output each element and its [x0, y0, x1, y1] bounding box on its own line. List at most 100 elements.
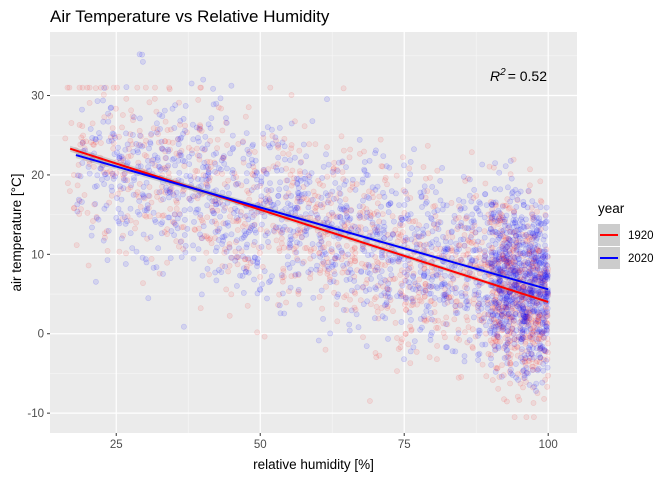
data-point-2020 [442, 272, 448, 279]
data-point-1920 [159, 212, 166, 219]
data-point-1920 [302, 245, 308, 252]
data-point-1920 [162, 148, 169, 155]
data-point-1920 [107, 134, 114, 141]
data-point-1920 [394, 335, 400, 341]
data-point-1920 [221, 181, 228, 187]
data-point-1920 [521, 283, 528, 290]
data-point-2020 [287, 227, 293, 233]
data-point-2020 [320, 315, 326, 322]
data-point-1920 [489, 244, 496, 251]
data-point-1920 [66, 84, 73, 91]
data-point-1920 [155, 139, 162, 146]
data-point-2020 [513, 204, 520, 210]
data-point-1920 [361, 215, 368, 221]
data-point-1920 [251, 221, 258, 228]
data-point-1920 [325, 212, 332, 218]
data-point-2020 [537, 252, 544, 259]
data-point-1920 [73, 242, 80, 248]
data-point-1920 [538, 312, 545, 319]
data-point-2020 [289, 259, 296, 266]
data-point-1920 [326, 273, 333, 280]
data-point-1920 [431, 301, 438, 307]
data-point-1920 [506, 281, 512, 288]
data-point-2020 [494, 258, 501, 264]
data-point-2020 [327, 279, 334, 285]
data-point-1920 [351, 273, 358, 280]
data-point-2020 [277, 310, 284, 317]
data-point-2020 [453, 246, 460, 253]
data-point-1920 [523, 311, 529, 318]
data-point-1920 [469, 270, 476, 277]
data-point-1920 [267, 84, 274, 91]
data-point-2020 [521, 266, 528, 273]
data-point-2020 [235, 245, 242, 252]
data-point-2020 [165, 148, 172, 155]
data-point-2020 [287, 284, 294, 291]
data-point-1920 [194, 168, 201, 175]
data-point-1920 [511, 336, 518, 343]
data-point-1920 [536, 312, 543, 318]
data-point-1920 [513, 336, 520, 343]
data-point-2020 [284, 200, 291, 207]
data-point-1920 [243, 265, 250, 272]
data-point-2020 [353, 311, 360, 318]
data-point-1920 [516, 269, 522, 276]
data-point-2020 [195, 134, 201, 141]
data-point-1920 [428, 283, 435, 290]
data-point-1920 [298, 158, 305, 165]
data-point-2020 [258, 180, 265, 186]
data-point-1920 [456, 336, 463, 343]
data-point-1920 [415, 294, 421, 300]
data-point-1920 [387, 297, 394, 303]
data-point-1920 [392, 319, 399, 326]
data-point-1920 [509, 314, 516, 321]
data-point-2020 [461, 242, 468, 249]
data-point-1920 [76, 210, 83, 217]
data-point-1920 [155, 131, 161, 137]
data-point-2020 [178, 254, 185, 260]
data-point-2020 [450, 218, 457, 225]
data-point-1920 [535, 277, 542, 284]
data-point-2020 [497, 266, 504, 273]
data-point-1920 [375, 260, 382, 266]
data-point-2020 [172, 221, 179, 228]
data-point-1920 [501, 396, 507, 403]
data-point-1920 [510, 246, 516, 253]
data-point-1920 [251, 148, 258, 155]
data-point-1920 [452, 307, 459, 314]
data-point-2020 [434, 207, 441, 214]
data-point-1920 [208, 240, 215, 247]
data-point-1920 [347, 296, 353, 303]
data-point-1920 [502, 258, 508, 265]
data-point-1920 [339, 169, 346, 175]
data-point-1920 [534, 263, 541, 270]
data-point-2020 [314, 262, 320, 269]
data-point-2020 [167, 186, 174, 192]
data-point-1920 [261, 140, 268, 147]
data-point-1920 [257, 197, 264, 204]
data-point-1920 [334, 318, 341, 325]
data-point-1920 [519, 231, 526, 238]
data-point-2020 [372, 186, 379, 193]
data-point-1920 [197, 305, 204, 312]
data-point-1920 [294, 198, 301, 205]
points-2020 [74, 51, 551, 394]
data-point-1920 [503, 305, 510, 312]
data-point-2020 [440, 201, 447, 208]
data-point-1920 [447, 294, 454, 300]
data-point-1920 [185, 144, 192, 151]
data-point-1920 [542, 281, 548, 288]
data-point-2020 [476, 246, 483, 252]
data-point-1920 [115, 190, 121, 197]
data-point-1920 [463, 281, 470, 288]
data-point-1920 [165, 138, 172, 145]
data-point-1920 [484, 262, 491, 268]
data-point-1920 [90, 218, 96, 224]
data-point-1920 [527, 182, 533, 189]
data-point-1920 [316, 249, 323, 256]
data-point-1920 [295, 288, 301, 295]
data-point-1920 [421, 265, 428, 271]
data-point-1920 [265, 188, 272, 194]
data-point-2020 [237, 272, 243, 279]
data-point-1920 [353, 181, 360, 188]
